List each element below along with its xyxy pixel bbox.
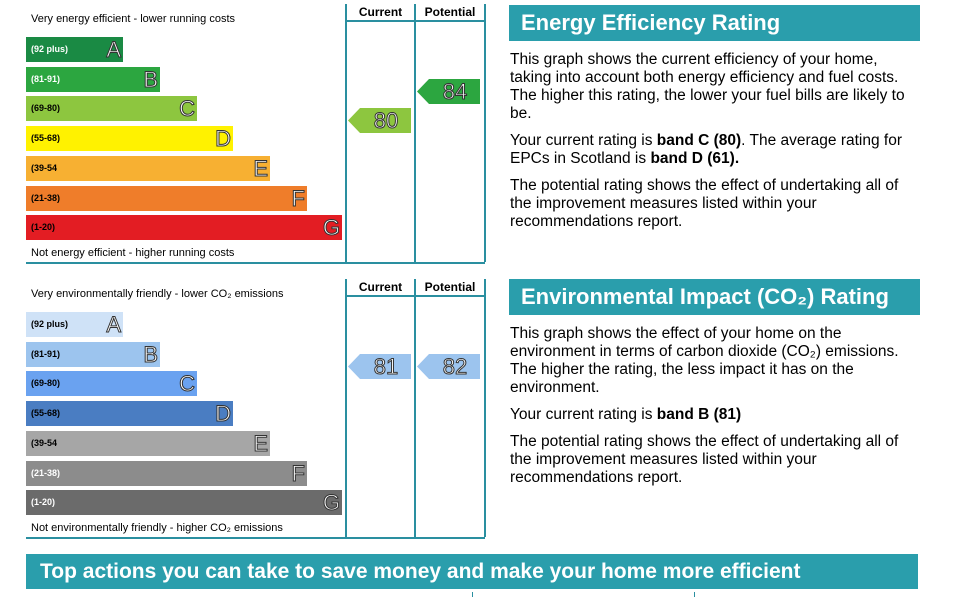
band-range: (92 plus): [31, 319, 69, 329]
band-letter: F: [291, 460, 305, 486]
potential-rating-arrow: 82: [417, 353, 480, 379]
band-range: (39-54: [31, 437, 58, 448]
panel-title: Energy Efficiency Rating: [509, 5, 920, 41]
band-f: (21-38) F: [26, 460, 307, 486]
band-a: (92 plus) A: [26, 312, 123, 338]
band-letter: E: [253, 155, 269, 181]
top-actions-banner: Top actions you can take to save money a…: [26, 554, 918, 589]
band-b: (81-91) B: [26, 341, 160, 367]
current-rating-value: 80: [373, 108, 399, 134]
current-header: Current: [347, 279, 414, 297]
bottom-note: Not environmentally friendly - higher CO…: [31, 522, 283, 534]
current-rating-value: 81: [373, 353, 399, 379]
energy-rating-chart: Current Potential Very energy efficient …: [26, 4, 486, 264]
band-g: (1-20) G: [26, 490, 342, 516]
top-note: Very environmentally friendly - lower CO…: [31, 288, 284, 300]
arrow-shape-icon: [417, 353, 480, 379]
band-range: (1-20): [31, 222, 56, 233]
band-d: (55-68) D: [26, 401, 233, 427]
current-column: Current: [345, 279, 414, 537]
band-c: (69-80) C: [26, 96, 197, 122]
current-rating-paragraph: Your current rating is band B (81): [510, 406, 742, 423]
band-letter: C: [179, 371, 196, 397]
band-letter: A: [106, 312, 122, 338]
band-e: (39-54 E: [26, 155, 270, 181]
band-letter: F: [291, 185, 305, 211]
band-range: (55-68): [31, 133, 61, 144]
band-letter: B: [143, 341, 159, 367]
band-range: (81-91): [31, 73, 61, 84]
band-range: (39-54: [31, 162, 58, 173]
divider-tick: [472, 592, 473, 597]
panel-paragraph: The potential rating shows the effect of…: [510, 433, 899, 486]
potential-header: Potential: [416, 4, 484, 22]
band-f: (21-38) F: [26, 185, 307, 211]
potential-header: Potential: [416, 279, 484, 297]
potential-column: Potential: [414, 279, 486, 537]
bottom-note: Not energy efficient - higher running co…: [31, 247, 235, 259]
potential-column: Potential: [414, 4, 486, 262]
divider-tick: [694, 592, 695, 597]
current-rating-arrow: 80: [348, 108, 411, 134]
arrow-shape-icon: [348, 353, 411, 379]
current-rating-paragraph: Your current rating is band C (80). The …: [510, 132, 903, 167]
potential-rating-value: 82: [442, 353, 468, 379]
band-range: (1-20): [31, 497, 56, 508]
band-range: (55-68): [31, 408, 61, 419]
band-range: (21-38): [31, 192, 61, 203]
band-g: (1-20) G: [26, 215, 342, 241]
current-rating-arrow: 81: [348, 353, 411, 379]
band-b: (81-91) B: [26, 66, 160, 92]
band-a: (92 plus) A: [26, 37, 123, 63]
panel-title: Environmental Impact (CO₂) Rating: [509, 279, 920, 315]
environmental-rating-chart: Current Potential Very environmentally f…: [26, 279, 486, 539]
band-range: (92 plus): [31, 44, 69, 54]
band-letter: E: [253, 430, 269, 456]
environmental-impact-panel: Environmental Impact (CO₂) Rating This g…: [509, 279, 920, 496]
band-letter: C: [179, 96, 196, 122]
band-letter: B: [143, 66, 159, 92]
top-note: Very energy efficient - lower running co…: [31, 13, 236, 25]
band-range: (69-80): [31, 103, 61, 114]
potential-rating-arrow: 84: [417, 78, 480, 104]
band-letter: D: [215, 126, 232, 152]
band-letter: A: [106, 37, 122, 63]
panel-paragraph: This graph shows the effect of your home…: [510, 325, 899, 396]
current-header: Current: [347, 4, 414, 22]
band-e: (39-54 E: [26, 430, 270, 456]
potential-rating-value: 84: [442, 78, 468, 104]
band-range: (69-80): [31, 378, 61, 389]
band-letter: G: [322, 490, 340, 516]
energy-efficiency-panel: Energy Efficiency Rating This graph show…: [509, 5, 920, 240]
band-d: (55-68) D: [26, 126, 233, 152]
band-range: (81-91): [31, 348, 61, 359]
arrow-shape-icon: [348, 108, 411, 134]
band-c: (69-80) C: [26, 371, 197, 397]
panel-paragraph: The potential rating shows the effect of…: [510, 177, 899, 230]
band-range: (21-38): [31, 467, 61, 478]
band-letter: G: [322, 215, 340, 241]
band-letter: D: [215, 401, 232, 427]
panel-paragraph: This graph shows the current efficiency …: [510, 51, 905, 122]
arrow-shape-icon: [417, 78, 480, 104]
current-column: Current: [345, 4, 414, 262]
